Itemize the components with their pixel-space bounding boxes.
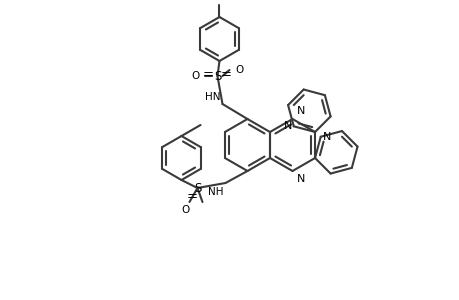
Text: S: S <box>213 70 221 83</box>
Text: O: O <box>181 205 189 215</box>
Text: =: = <box>186 190 197 203</box>
Text: N: N <box>283 121 291 131</box>
Text: O: O <box>235 65 243 75</box>
Text: S: S <box>193 182 201 194</box>
Text: N: N <box>296 106 304 116</box>
Text: NH: NH <box>207 187 223 197</box>
Text: N: N <box>296 174 304 184</box>
Text: O: O <box>191 71 199 81</box>
Text: =: = <box>202 68 213 82</box>
Text: HN: HN <box>205 92 220 102</box>
Text: =: = <box>220 68 231 82</box>
Text: N: N <box>322 132 330 142</box>
